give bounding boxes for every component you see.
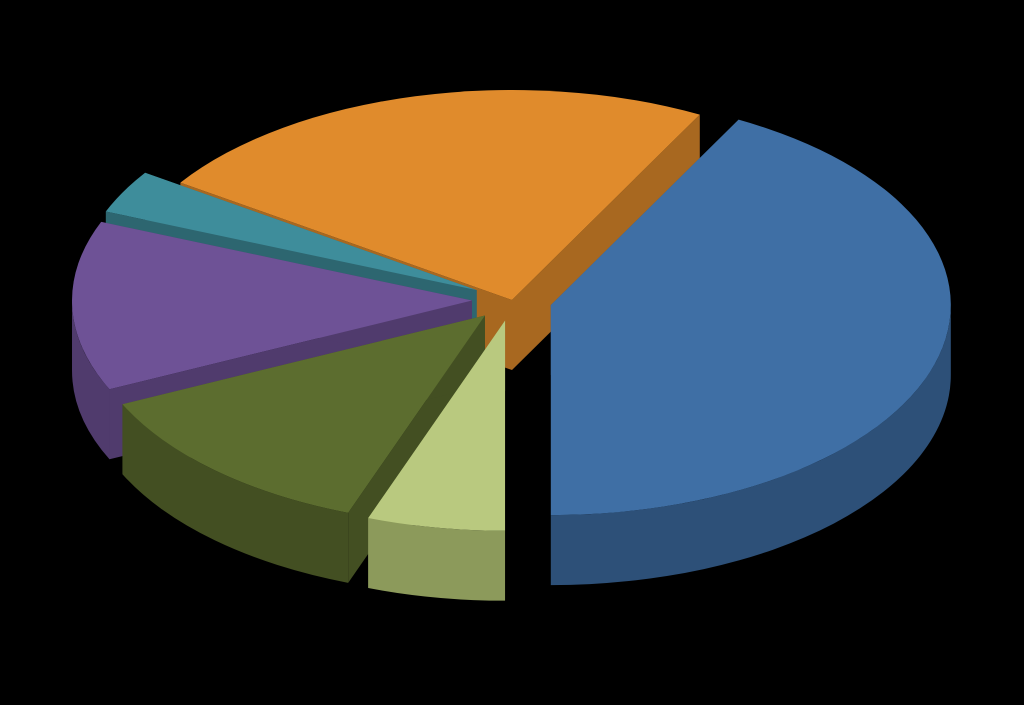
pie-chart-3d <box>0 0 1024 705</box>
pie-slice-light-green-side <box>368 518 505 601</box>
